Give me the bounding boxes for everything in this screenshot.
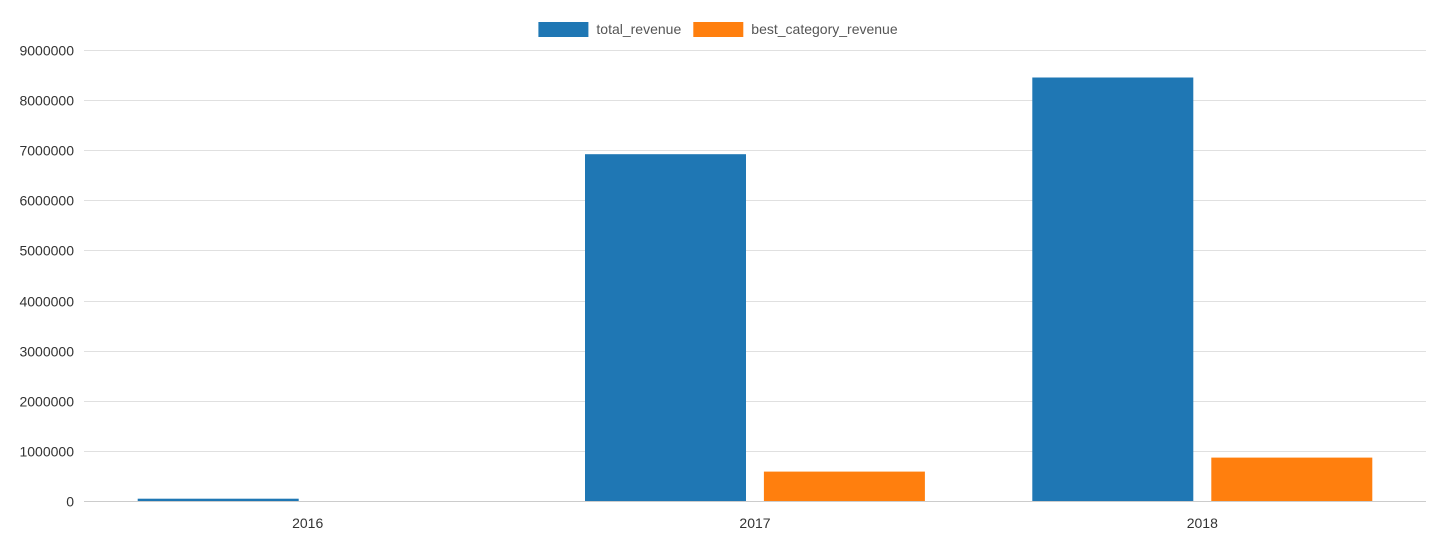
bar-total_revenue-2018[interactable] bbox=[1032, 77, 1194, 502]
legend-swatch bbox=[538, 22, 589, 37]
y-tick-label: 3000000 bbox=[19, 344, 74, 360]
bar-best_category_revenue-2017[interactable] bbox=[763, 471, 925, 501]
y-tick-label: 4000000 bbox=[19, 294, 74, 310]
bars bbox=[137, 77, 1373, 502]
y-tick-label: 8000000 bbox=[19, 93, 74, 109]
legend[interactable]: total_revenue best_category_revenue bbox=[538, 21, 898, 37]
x-tick-label: 2017 bbox=[739, 515, 770, 531]
bar-total_revenue-2016[interactable] bbox=[137, 498, 299, 501]
y-tick-label: 2000000 bbox=[19, 394, 74, 410]
x-axis: 2016 2017 2018 bbox=[84, 501, 1426, 531]
bar-best_category_revenue-2018[interactable] bbox=[1211, 457, 1373, 501]
legend-swatch bbox=[693, 22, 744, 37]
y-tick-label: 5000000 bbox=[19, 243, 74, 259]
legend-item-best_category_revenue[interactable]: best_category_revenue bbox=[693, 21, 898, 37]
x-tick-label: 2016 bbox=[292, 515, 323, 531]
grid-lines bbox=[84, 50, 1426, 452]
y-tick-label: 6000000 bbox=[19, 193, 74, 209]
legend-label: total_revenue bbox=[596, 21, 681, 37]
legend-item-total_revenue[interactable]: total_revenue bbox=[538, 21, 681, 37]
y-tick-label: 1000000 bbox=[19, 444, 74, 460]
y-tick-label: 0 bbox=[66, 494, 74, 510]
legend-label: best_category_revenue bbox=[751, 21, 898, 37]
y-axis: 0 1000000 2000000 3000000 4000000 5000000 6000… bbox=[19, 43, 74, 510]
y-tick-label: 9000000 bbox=[19, 43, 74, 59]
y-tick-label: 7000000 bbox=[19, 143, 74, 159]
bar-total_revenue-2017[interactable] bbox=[585, 154, 746, 501]
x-tick-label: 2018 bbox=[1187, 515, 1218, 531]
